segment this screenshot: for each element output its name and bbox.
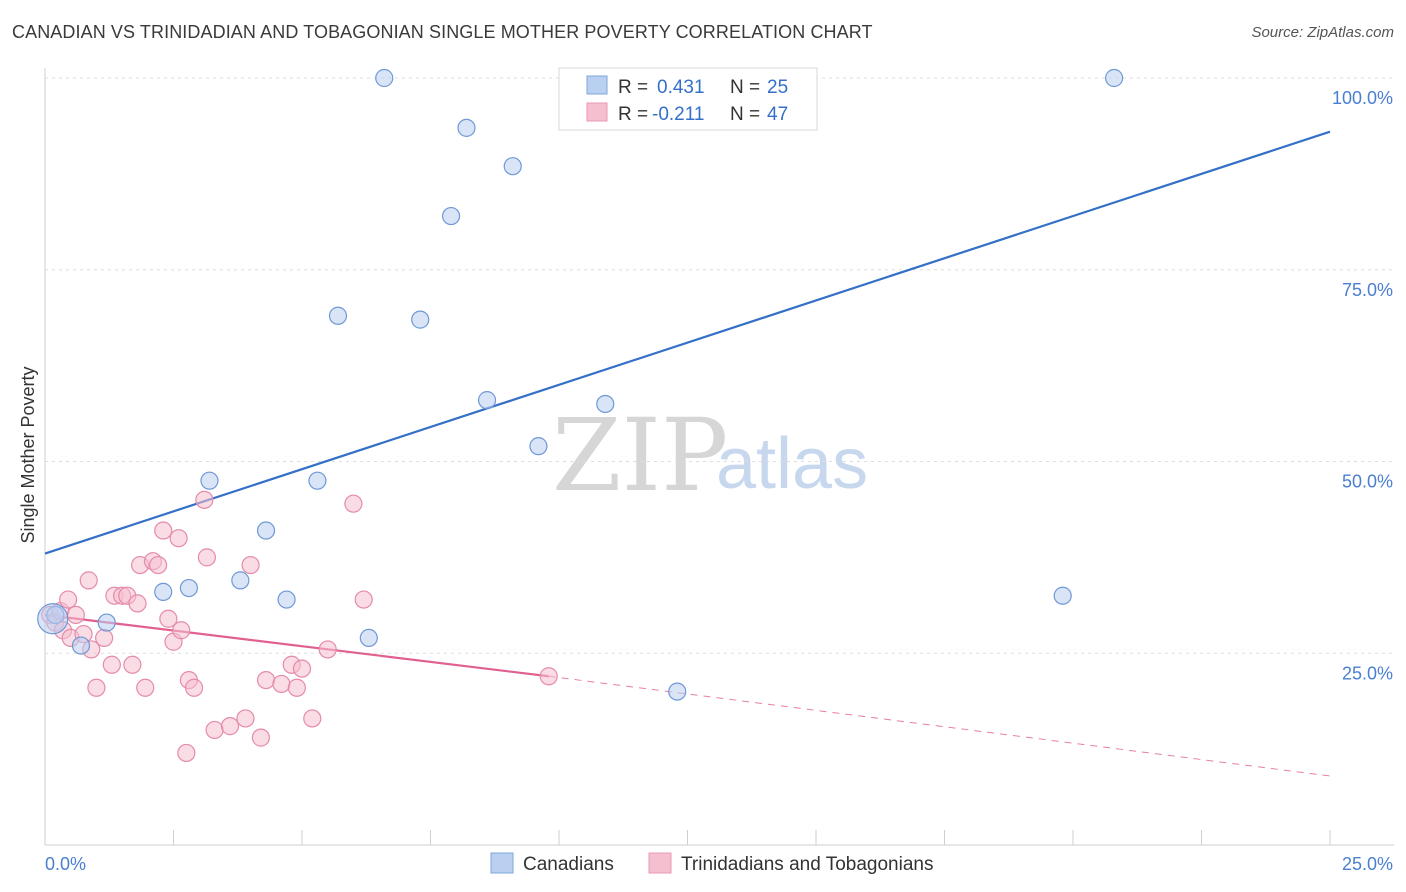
point-trinidadians-22 (154, 521, 173, 540)
trend-line-trinidadians-extension (548, 675, 1331, 777)
legend-swatch-canadians (586, 75, 608, 95)
trend-line-trinidadians (44, 613, 549, 678)
point-trinidadians-10 (87, 678, 106, 697)
y-tick-label-2: 50.0% (1342, 472, 1393, 492)
point-canadians-5 (200, 471, 219, 490)
point-trinidadians-23 (159, 609, 178, 628)
y-tick-label-1: 75.0% (1342, 280, 1393, 300)
point-trinidadians-41 (292, 659, 312, 678)
legend-n-label-1: N = (730, 77, 760, 98)
correlation-legend: R = 0.431 N = 25 R = -0.211 N = 47 (558, 67, 818, 131)
point-canadians-3 (154, 582, 173, 601)
bottom-legend-canadians: Canadians (523, 854, 614, 875)
point-trinidadians-33 (220, 717, 240, 736)
point-trinidadians-4 (59, 590, 78, 609)
legend-n-value-1: 25 (767, 77, 788, 98)
point-trinidadians-46 (539, 667, 558, 686)
point-canadians-24 (37, 603, 69, 635)
point-trinidadians-17 (128, 594, 147, 613)
legend-r-value-1: 0.431 (657, 77, 705, 98)
point-trinidadians-27 (177, 743, 196, 763)
point-trinidadians-42 (303, 709, 322, 728)
point-canadians-8 (277, 590, 296, 609)
point-trinidadians-8 (79, 571, 98, 590)
point-trinidadians-25 (169, 529, 188, 548)
point-trinidadians-37 (256, 670, 276, 690)
legend-n-label-2: N = (730, 104, 760, 125)
point-canadians-13 (411, 310, 430, 329)
tick-labels: 100.0% 75.0% 50.0% 25.0% 0.0% 25.0% (45, 88, 1393, 874)
point-canadians-6 (231, 571, 250, 590)
point-trinidadians-6 (66, 605, 85, 625)
legend-r-value-2: -0.211 (652, 104, 704, 125)
point-canadians-15 (457, 118, 476, 137)
point-trinidadians-12 (102, 655, 121, 674)
y-tick-label-0: 100.0% (1332, 88, 1393, 108)
chart-title: CANADIAN VS TRINIDADIAN AND TOBAGONIAN S… (12, 22, 873, 42)
point-canadians-12 (375, 68, 394, 88)
point-trinidadians-32 (205, 720, 224, 740)
bottom-legend-swatch-trinidadians (648, 852, 672, 874)
bottom-legend-swatch-canadians (490, 852, 514, 874)
legend-n-value-2: 47 (767, 104, 788, 125)
point-trinidadians-30 (195, 490, 214, 509)
point-canadians-14 (441, 206, 461, 226)
point-trinidadians-36 (251, 728, 270, 747)
watermark-zip: ZIP (552, 397, 728, 514)
watermark-atlas: atlas (716, 424, 868, 504)
series-legend: Canadians Trinidadians and Tobagonians (490, 852, 933, 875)
bottom-legend-trinidadians: Trinidadians and Tobagonians (681, 854, 933, 875)
point-canadians-4 (179, 578, 199, 598)
y-axis-label: Single Mother Poverty (18, 366, 38, 543)
point-canadians-1 (71, 636, 91, 655)
point-trinidadians-38 (272, 674, 291, 694)
legend-r-label-1: R = (618, 77, 648, 98)
point-canadians-22 (1053, 586, 1072, 605)
point-trinidadians-29 (184, 678, 204, 697)
point-trinidadians-16 (123, 655, 142, 674)
legend-r-label-2: R = (618, 104, 648, 125)
point-trinidadians-34 (236, 709, 255, 728)
source-label: Source: ZipAtlas.com (1251, 24, 1394, 41)
point-trinidadians-21 (148, 555, 168, 575)
y-tick-label-3: 25.0% (1342, 663, 1393, 683)
axes (44, 68, 1394, 846)
point-trinidadians-40 (287, 678, 306, 697)
point-canadians-7 (256, 521, 276, 540)
point-canadians-23 (1105, 68, 1124, 88)
point-trinidadians-44 (344, 494, 363, 513)
point-trinidadians-45 (354, 590, 373, 609)
point-trinidadians-19 (136, 678, 155, 697)
point-canadians-9 (308, 471, 327, 490)
x-tick-label-1: 25.0% (1342, 854, 1393, 874)
point-canadians-2 (97, 613, 116, 632)
point-trinidadians-43 (318, 640, 337, 659)
point-canadians-16 (477, 391, 497, 410)
point-trinidadians-26 (172, 621, 191, 640)
point-trinidadians-11 (95, 628, 114, 648)
trend-line-canadians (44, 130, 1331, 555)
point-trinidadians-35 (241, 555, 260, 575)
point-trinidadians-31 (197, 548, 217, 567)
point-canadians-18 (529, 437, 548, 456)
point-canadians-17 (503, 157, 522, 176)
point-canadians-20 (596, 394, 615, 414)
point-canadians-10 (328, 306, 348, 325)
point-canadians-21 (668, 682, 687, 701)
x-tick-label-0: 0.0% (45, 854, 86, 874)
legend-swatch-trinidadians (586, 102, 608, 122)
point-canadians-11 (359, 628, 378, 648)
